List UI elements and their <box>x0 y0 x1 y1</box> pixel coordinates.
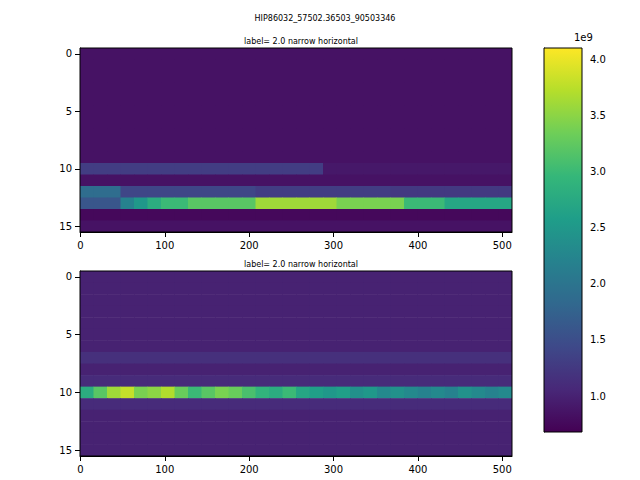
svg-text:0: 0 <box>77 240 83 251</box>
svg-text:500: 500 <box>493 464 512 475</box>
svg-text:15: 15 <box>59 445 72 456</box>
svg-text:5: 5 <box>66 329 72 340</box>
svg-text:300: 300 <box>324 464 343 475</box>
svg-text:2.0: 2.0 <box>590 278 606 289</box>
svg-text:3.5: 3.5 <box>590 110 606 121</box>
svg-text:100: 100 <box>155 240 174 251</box>
svg-text:400: 400 <box>408 240 427 251</box>
svg-text:1.5: 1.5 <box>590 334 606 345</box>
svg-text:4.0: 4.0 <box>590 54 606 65</box>
svg-text:1e9: 1e9 <box>574 32 593 43</box>
svg-text:10: 10 <box>59 387 72 398</box>
svg-text:1.0: 1.0 <box>590 391 606 402</box>
svg-text:300: 300 <box>324 240 343 251</box>
svg-text:500: 500 <box>493 240 512 251</box>
svg-text:100: 100 <box>155 464 174 475</box>
svg-text:0: 0 <box>66 48 72 59</box>
svg-text:0: 0 <box>77 464 83 475</box>
svg-text:HIP86032_57502.36503_90503346: HIP86032_57502.36503_90503346 <box>255 14 396 23</box>
svg-text:10: 10 <box>59 163 72 174</box>
svg-text:5: 5 <box>66 106 72 117</box>
svg-text:2.5: 2.5 <box>590 222 606 233</box>
svg-text:200: 200 <box>240 464 259 475</box>
svg-text:label= 2.0 narrow horizontal: label= 2.0 narrow horizontal <box>244 37 358 46</box>
svg-text:3.0: 3.0 <box>590 166 606 177</box>
svg-text:label= 2.0 narrow horizontal: label= 2.0 narrow horizontal <box>244 260 358 269</box>
svg-text:400: 400 <box>408 464 427 475</box>
svg-text:0: 0 <box>66 271 72 282</box>
svg-text:15: 15 <box>59 221 72 232</box>
svg-text:200: 200 <box>240 240 259 251</box>
